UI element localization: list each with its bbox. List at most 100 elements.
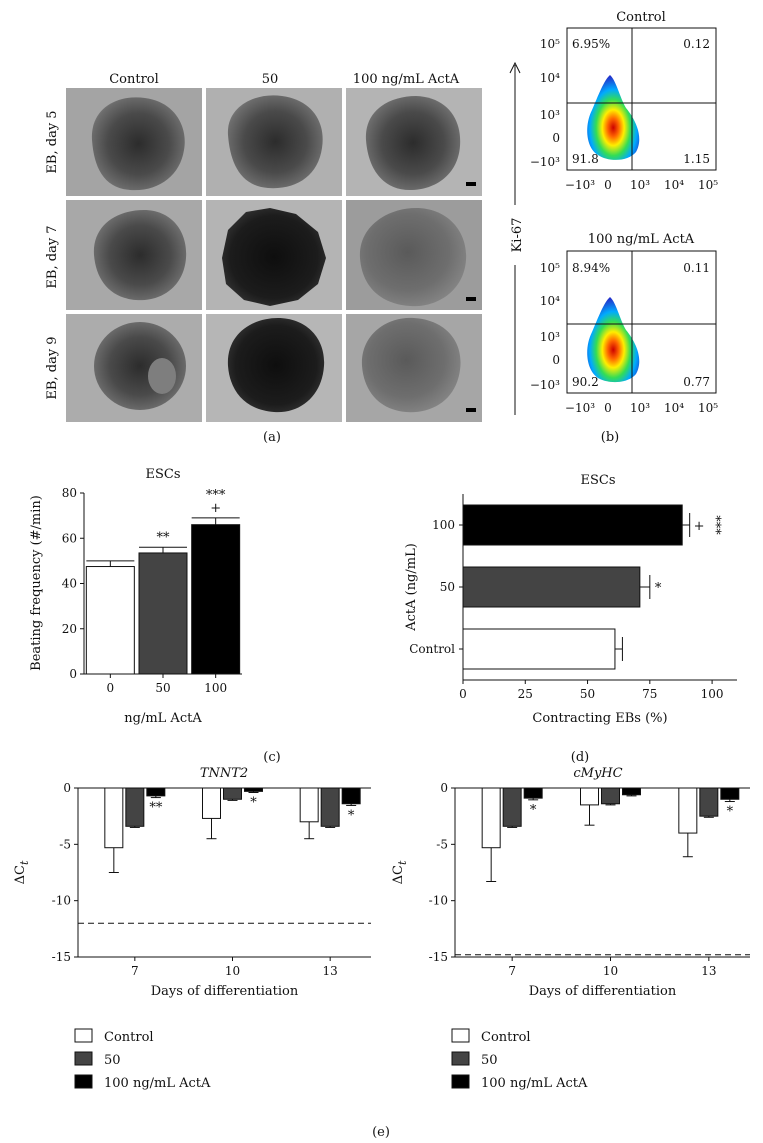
- bar: [462, 504, 683, 546]
- quadrant-ul: 6.95%: [572, 37, 610, 51]
- y-tick-label: -10: [429, 894, 448, 908]
- x-tick: 10³: [630, 401, 650, 415]
- micrograph-day7-50: [206, 200, 342, 310]
- bar: [622, 787, 641, 796]
- y-tick-label: 100: [432, 518, 455, 532]
- flow-x-ticks: −10³ 0 10³ 10⁴ 10⁵: [565, 401, 718, 415]
- legend-e-left: Control 50 100 ng/mL ActA: [74, 1028, 211, 1091]
- bar: [720, 787, 740, 800]
- x-tick-label: 75: [642, 687, 657, 701]
- x-tick-label: 10: [603, 964, 618, 978]
- legend-swatch: [451, 1051, 470, 1066]
- significance-mark: ***: [206, 488, 226, 503]
- x-tick: 0: [604, 178, 612, 192]
- x-tick: 10⁴: [664, 178, 684, 192]
- chart-c: ESCs 0 20 40 60 80 0 50 ** 100 ***+ ng/mL ActA Beati…: [29, 467, 242, 726]
- bar: [320, 787, 340, 827]
- panel-label-a: (a): [263, 430, 281, 445]
- legend-swatch: [74, 1074, 93, 1089]
- y-tick: 10⁵: [540, 261, 560, 275]
- x-axis-label: Days of differentiation: [529, 984, 677, 999]
- micrograph-day7-100: [346, 200, 482, 310]
- bar: [341, 787, 361, 805]
- significance-mark: +: [210, 501, 221, 516]
- x-tick: 10³: [630, 178, 650, 192]
- chart-title: ESCs: [580, 473, 615, 488]
- bar: [462, 628, 616, 670]
- x-tick: 10⁵: [698, 178, 718, 192]
- quadrant-ur: 0.11: [683, 261, 710, 275]
- bar: [244, 787, 263, 792]
- x-tick-label: 7: [508, 964, 516, 978]
- y-tick-label: -5: [59, 837, 71, 851]
- y-tick-label: 40: [62, 577, 77, 591]
- chart-e-tnnt2: TNNT2 0 -5 -10 -15 ** 7 * 10 * 13 Days of different…: [13, 766, 371, 999]
- micrograph-day7-control: [66, 200, 202, 310]
- quadrant-ur: 0.12: [683, 37, 710, 51]
- y-tick-label: 0: [69, 667, 77, 681]
- y-tick: −10³: [530, 378, 560, 392]
- flow-y-ticks: 10⁵ 10⁴ 10³ 0 −10³: [530, 261, 560, 392]
- legend-label: Control: [104, 1030, 154, 1045]
- y-tick-label: -15: [429, 950, 448, 964]
- x-tick: 0: [604, 401, 612, 415]
- panel-label-e: (e): [372, 1125, 390, 1140]
- flow-x-ticks: −10³ 0 10³ 10⁴ 10⁵: [565, 178, 718, 192]
- quadrant-lr: 1.15: [683, 152, 710, 166]
- y-axis-label: ΔCt: [13, 860, 31, 884]
- panel-label-c: (c): [263, 750, 280, 765]
- x-tick: 10⁴: [664, 401, 684, 415]
- x-tick-label: 0: [107, 681, 115, 695]
- y-tick: 0: [552, 353, 560, 367]
- y-tick-label: -15: [52, 950, 71, 964]
- significance-mark: **: [157, 530, 171, 545]
- x-tick-label: 50: [580, 687, 595, 701]
- x-tick-label: 25: [518, 687, 533, 701]
- row-label-day5: EB, day 5: [45, 110, 60, 173]
- quadrant-lr: 0.77: [683, 375, 710, 389]
- chart-e-cmyhc: cMyHC 0 -5 -10 -15 * 7 10 * 13 Days of differentia…: [391, 766, 750, 999]
- bar: [580, 787, 599, 806]
- x-tick-label: 13: [323, 964, 338, 978]
- x-tick: 10⁵: [698, 401, 718, 415]
- quadrant-ll: 90.2: [572, 375, 599, 389]
- chart-title: cMyHC: [573, 766, 622, 781]
- y-tick-label: Control: [409, 642, 455, 656]
- y-axis-label: ActA (ng/mL): [404, 543, 419, 632]
- micrograph-day5-50: [206, 88, 342, 196]
- quadrant-ul: 8.94%: [572, 261, 610, 275]
- y-tick: 10⁴: [540, 294, 560, 308]
- bar: [146, 787, 166, 797]
- y-tick: 10³: [540, 330, 560, 344]
- x-tick-label: 100: [701, 687, 724, 701]
- ki67-arrow: [509, 61, 521, 415]
- significance-mark: *: [530, 803, 537, 818]
- scale-bar: [466, 408, 476, 412]
- bar: [138, 552, 188, 675]
- micrograph-day9-100: [346, 314, 482, 422]
- bar: [125, 787, 145, 827]
- y-tick-label: 80: [62, 486, 77, 500]
- y-tick-label: -5: [436, 837, 448, 851]
- row-label-day7: EB, day 7: [45, 225, 60, 288]
- micrograph-day9-50: [206, 314, 342, 422]
- flow-plot-control: Control 6.95% 0.12 91.8 1.15 10⁵ 10⁴ 10³…: [530, 10, 718, 192]
- legend-label: Control: [481, 1030, 531, 1045]
- bar: [601, 787, 620, 805]
- legend-label: 50: [481, 1053, 498, 1068]
- legend-label: 100 ng/mL ActA: [481, 1076, 588, 1091]
- x-tick-label: 10: [225, 964, 240, 978]
- bar: [202, 787, 221, 819]
- bar: [523, 787, 543, 799]
- panel-a: Control 50 100 ng/mL ActA EB, day 5 EB, …: [45, 72, 482, 445]
- y-axis-label: Beating frequency (#/min): [29, 495, 44, 671]
- bar: [462, 566, 641, 608]
- col-header-100: 100 ng/mL ActA: [353, 72, 460, 87]
- scale-bar: [466, 182, 476, 186]
- y-tick-label: -10: [52, 894, 71, 908]
- y-tick: 10³: [540, 108, 560, 122]
- x-tick-label: 7: [131, 964, 139, 978]
- panel-b: Ki-67 Control 6.95% 0.12 91.8 1.15 10⁵ 1…: [509, 10, 718, 445]
- chart-title: TNNT2: [200, 766, 248, 781]
- chart-title: ESCs: [145, 467, 180, 482]
